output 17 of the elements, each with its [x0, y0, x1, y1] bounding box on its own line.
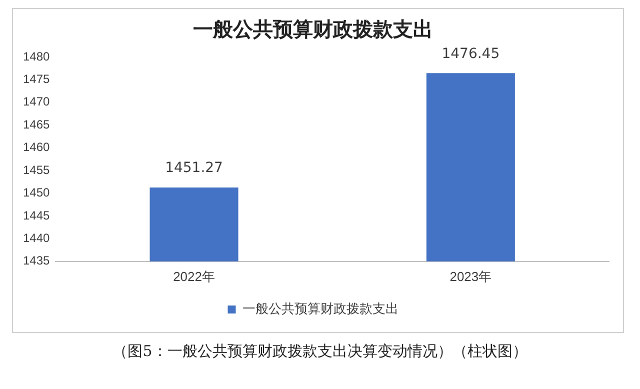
y-tick-label: 1455: [22, 162, 50, 177]
data-label: 1451.27: [165, 160, 223, 176]
data-label: 1476.45: [442, 46, 500, 62]
y-tick-label: 1465: [22, 117, 50, 132]
y-tick-label: 1440: [22, 231, 50, 245]
y-tick-label: 1435: [22, 254, 50, 268]
y-tick-label: 1445: [22, 208, 50, 222]
y-tick-label: 1480: [22, 49, 50, 64]
x-tick-label: 2022年: [173, 268, 215, 284]
legend-label: 一般公共预算财政拨款支出: [242, 301, 398, 316]
chart-title: 一般公共预算财政拨款支出: [193, 17, 433, 42]
x-tick-label: 2023年: [450, 268, 492, 284]
y-tick-label: 1470: [22, 94, 50, 109]
text: （图5：一般公共预算财政拨款支出决算变动情况）（柱状图）: [112, 342, 528, 361]
y-tick-label: 1460: [22, 140, 50, 154]
y-tick-label: 1450: [22, 186, 50, 200]
y-tick-label: 1475: [22, 72, 50, 86]
